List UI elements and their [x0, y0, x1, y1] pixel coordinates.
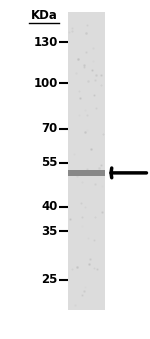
Text: 100: 100: [33, 77, 58, 89]
Text: 35: 35: [41, 225, 58, 238]
Text: 40: 40: [41, 200, 58, 213]
Text: 70: 70: [42, 122, 58, 135]
Text: 130: 130: [33, 36, 58, 49]
Bar: [68, 170, 105, 176]
Bar: [68, 12, 105, 310]
Text: KDa: KDa: [31, 9, 58, 22]
Text: 25: 25: [41, 273, 58, 286]
Text: 55: 55: [41, 156, 58, 169]
